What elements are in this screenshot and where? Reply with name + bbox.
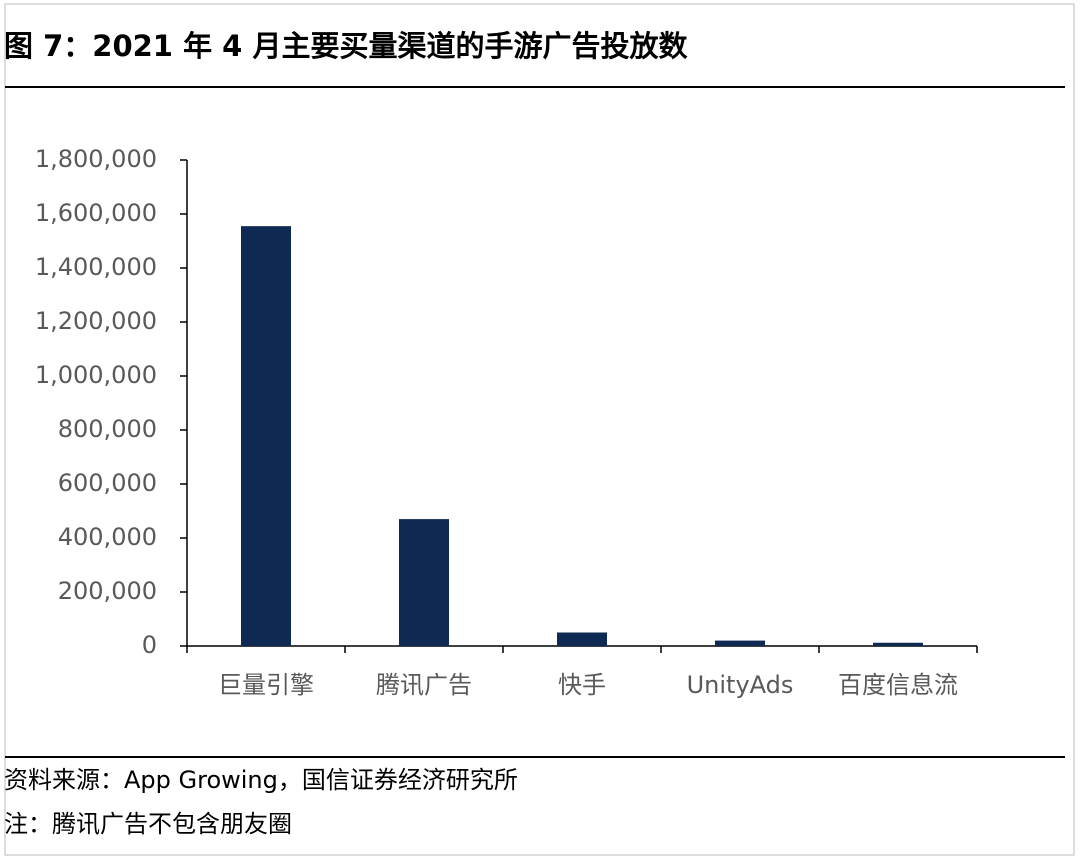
y-tick-label: 1,400,000: [35, 253, 157, 281]
x-tick-label: 腾讯广告: [376, 671, 472, 699]
note: 注：腾讯广告不包含朋友圈: [4, 810, 292, 838]
y-tick-label: 1,800,000: [35, 145, 157, 173]
y-tick-label: 1,600,000: [35, 199, 157, 227]
y-tick-label: 400,000: [58, 523, 157, 551]
y-tick-label: 600,000: [58, 469, 157, 497]
y-tick-label: 1,000,000: [35, 361, 157, 389]
bar: [557, 632, 607, 646]
y-tick-label: 1,200,000: [35, 307, 157, 335]
x-tick-label: 快手: [558, 671, 606, 699]
x-tick-label: 百度信息流: [838, 671, 958, 699]
chart-title: 图 7：2021 年 4 月主要买量渠道的手游广告投放数: [4, 29, 688, 63]
frame: [4, 3, 1075, 856]
x-tick-label: UnityAds: [687, 671, 794, 699]
y-tick-label: 0: [142, 631, 157, 659]
y-tick-label: 800,000: [58, 415, 157, 443]
source: 资料来源：App Growing，国信证券经济研究所: [4, 766, 518, 794]
bar: [715, 640, 765, 646]
bar: [399, 519, 449, 646]
x-tick-label: 巨量引擎: [218, 671, 314, 699]
bar: [873, 642, 923, 646]
y-tick-label: 200,000: [58, 577, 157, 605]
bar: [241, 226, 291, 646]
